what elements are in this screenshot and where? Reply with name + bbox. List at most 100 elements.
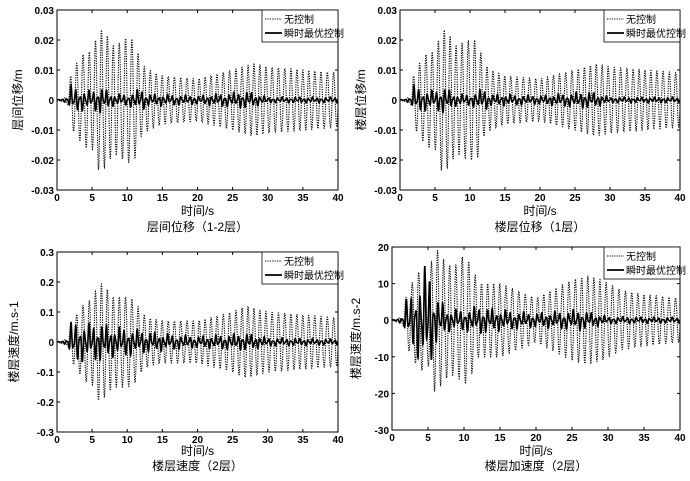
y-axis-label: 层间位移/m (10, 69, 25, 130)
y-tick-label: 0 (383, 316, 389, 327)
x-tick-label: 5 (89, 193, 95, 204)
y-tick-label: 0.02 (35, 36, 55, 47)
x-tick-label: 5 (89, 435, 95, 446)
series-optimal-control-line (400, 82, 680, 115)
y-tick-label: -0.02 (31, 156, 54, 167)
x-tick-label: 20 (530, 433, 542, 444)
y-tick-label: -0.02 (374, 156, 397, 167)
x-tick-label: 5 (425, 433, 431, 444)
x-axis-label: 时间/s (181, 444, 214, 458)
x-tick-label: 15 (499, 193, 511, 204)
x-tick-label: 25 (569, 193, 581, 204)
x-tick-label: 10 (458, 433, 470, 444)
chart-title: 层间位移（1-2层） (147, 219, 248, 234)
x-tick-label: 30 (604, 193, 616, 204)
x-tick-label: 20 (192, 435, 204, 446)
y-tick-label: 0 (48, 96, 54, 107)
y-tick-label: -0.01 (31, 126, 54, 137)
chart-title: 楼层位移（1层） (495, 219, 586, 234)
x-tick-label: 30 (262, 193, 274, 204)
series-uncontrolled-line (400, 29, 680, 171)
x-tick-label: 10 (122, 435, 134, 446)
y-tick-label: 0.3 (40, 248, 54, 259)
y-axis-label: 楼层速度/m.s-1 (6, 301, 21, 383)
x-tick-label: 25 (227, 435, 239, 446)
y-tick-label: 0.01 (35, 66, 55, 77)
x-tick-label: 5 (432, 193, 438, 204)
y-tick-label: 0.01 (378, 66, 398, 77)
legend-label: 无控制 (626, 13, 656, 26)
x-tick-label: 0 (54, 193, 60, 204)
x-tick-label: 25 (227, 193, 239, 204)
y-tick-label: -0.03 (374, 186, 397, 197)
y-tick-label: 0.02 (378, 36, 398, 47)
x-tick-label: 15 (157, 193, 169, 204)
x-tick-label: 10 (122, 193, 134, 204)
series-optimal-control-line (392, 265, 680, 361)
legend-label: 瞬时最优控制 (626, 27, 686, 40)
x-tick-label: 15 (157, 435, 169, 446)
chart-title: 楼层加速度（2层） (485, 458, 588, 473)
chart-floor-acceleration: 0 5 10 15 20 25 30 35 40 20 10 0 -10 -20 -30 时间/s楼层加速度（… (348, 243, 686, 473)
chart-floor-displacement: 0 5 10 15 20 25 30 35 40 0.03 0.02 0.01 0 -0.01 -0.02 -… (353, 6, 686, 234)
y-tick-label: 0.03 (378, 6, 398, 17)
chart-floor-velocity: 0 5 10 15 20 25 30 35 40 0.3 0.2 0.1 0 -0.1 -0.2 -0.3 时间… (6, 248, 344, 473)
x-tick-label: 35 (297, 435, 309, 446)
x-tick-label: 35 (639, 193, 651, 204)
series-optimal-control-line (57, 82, 338, 115)
y-tick-label: -0.2 (37, 398, 55, 409)
y-tick-label: -10 (375, 353, 390, 364)
x-tick-label: 0 (397, 193, 403, 204)
series-optimal-control-line (57, 321, 338, 363)
x-tick-label: 30 (602, 433, 614, 444)
y-tick-label: 10 (378, 280, 390, 291)
x-tick-label: 40 (674, 433, 686, 444)
y-tick-label: 0.1 (40, 308, 54, 319)
series-uncontrolled-line (57, 283, 338, 402)
x-tick-label: 15 (494, 433, 506, 444)
x-tick-label: 40 (332, 435, 344, 446)
legend-box (603, 246, 681, 280)
legend-label: 瞬时最优控制 (284, 27, 344, 40)
x-tick-label: 0 (54, 435, 60, 446)
x-tick-label: 0 (389, 433, 395, 444)
x-axis-label: 时间/s (519, 444, 552, 458)
y-tick-label: -0.1 (37, 368, 55, 379)
x-tick-label: 35 (638, 433, 650, 444)
legend-label: 瞬时最优控制 (626, 264, 686, 277)
y-tick-label: -0.3 (37, 428, 55, 439)
chart-interstory-drift: 0 5 10 15 20 25 30 35 40 0.03 0.02 0.01 0 -0.01 -0.02 -… (10, 6, 344, 234)
x-tick-label: 30 (262, 435, 274, 446)
y-tick-label: -0.01 (374, 126, 397, 137)
y-axis-label: 楼层速度/m.s-2 (348, 298, 363, 380)
y-tick-label: 20 (378, 243, 390, 254)
y-tick-label: -0.03 (31, 186, 54, 197)
x-tick-label: 25 (566, 433, 578, 444)
y-tick-label: -30 (375, 426, 390, 437)
y-tick-label: 0 (48, 338, 54, 349)
legend-label: 无控制 (626, 250, 656, 263)
x-tick-label: 35 (297, 193, 309, 204)
x-axis-label: 时间/s (523, 204, 556, 218)
y-tick-label: 0.03 (35, 6, 55, 17)
x-axis-label: 时间/s (181, 204, 214, 218)
x-tick-label: 20 (534, 193, 546, 204)
x-tick-label: 40 (332, 193, 344, 204)
y-tick-label: -20 (375, 389, 390, 400)
x-tick-label: 20 (192, 193, 204, 204)
legend-label: 无控制 (284, 255, 314, 268)
x-tick-label: 10 (464, 193, 476, 204)
legend-box (261, 251, 339, 285)
legend-box (261, 9, 339, 43)
y-tick-label: 0.2 (40, 278, 54, 289)
legend-label: 无控制 (284, 13, 314, 26)
y-tick-label: 0 (391, 96, 397, 107)
chart-title: 楼层速度（2层） (152, 458, 243, 473)
x-tick-label: 40 (674, 193, 686, 204)
legend-label: 瞬时最优控制 (284, 269, 344, 282)
